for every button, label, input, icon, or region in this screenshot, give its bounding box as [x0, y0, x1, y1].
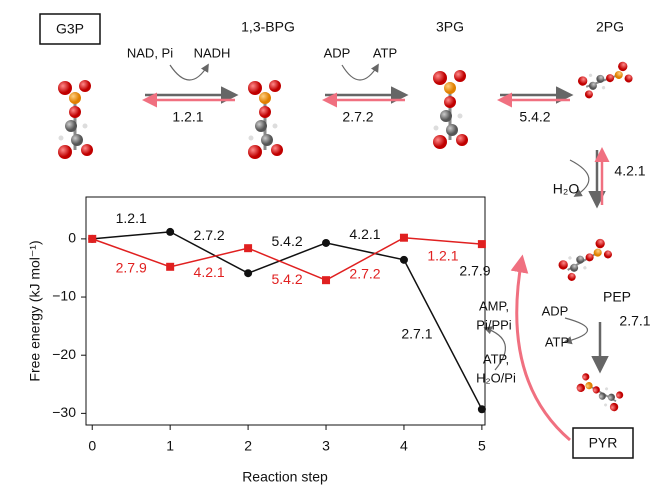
cofactor: ADP: [542, 303, 569, 318]
y-tick-label: 0: [68, 230, 76, 246]
segment-label: 2.7.9: [116, 260, 147, 276]
plot-frame: [85, 196, 486, 426]
x-axis-label: Reaction step: [242, 469, 328, 485]
metabolite: PEP: [603, 289, 631, 305]
x-tick-label: 5: [478, 438, 486, 454]
segment-label: 2.7.2: [349, 266, 380, 282]
marker: [166, 227, 175, 236]
marker: [322, 276, 331, 285]
cofactor: ADP: [324, 45, 351, 60]
cofactor: AMP,: [479, 298, 509, 313]
cofactor: ATP: [545, 334, 569, 349]
cofactor: NADH: [194, 45, 231, 60]
segment-label: 5.4.2: [271, 233, 302, 249]
marker: [88, 234, 97, 243]
segment-label: 5.4.2: [271, 271, 302, 287]
cofactor: Pi/PPi: [476, 317, 512, 332]
cofactor: H₂O/Pi: [476, 370, 516, 385]
y-tick-label: −20: [52, 346, 76, 362]
metabolite: 1,3-BPG: [241, 19, 295, 35]
cofactor: ATP,: [483, 351, 509, 366]
series-line: [92, 231, 483, 410]
metabolite: 2PG: [596, 19, 624, 35]
metabolite: PYR: [589, 435, 618, 451]
segment-label: 1.2.1: [427, 248, 458, 264]
cofactor: H₂O: [553, 181, 580, 197]
diagram: G3P 1,3-BPG 3PG 2PG PEP PYR NAD, Pi NADH…: [39, 13, 651, 459]
enzyme: 2.7.9: [459, 263, 490, 279]
y-axis-label: Free energy (kJ mol⁻¹): [27, 240, 43, 381]
metabolite: G3P: [56, 21, 84, 37]
molecule: [246, 78, 285, 161]
segment-label: 2.7.2: [194, 227, 225, 243]
segment-label: 4.2.1: [194, 264, 225, 280]
segment-label: 4.2.1: [349, 226, 380, 242]
x-tick-label: 2: [244, 438, 252, 454]
box: [572, 427, 634, 459]
x-tick-label: 0: [88, 438, 96, 454]
marker: [477, 405, 486, 414]
molecule: [431, 68, 470, 151]
arrows: [142, 63, 610, 442]
molecule: [555, 235, 616, 285]
series-line: [91, 236, 482, 282]
metabolite: 3PG: [436, 19, 464, 35]
chart: Reaction step Free energy (kJ mol⁻¹) 0 1 2…: [27, 196, 486, 485]
x-tick-label: 3: [322, 438, 330, 454]
cofactor: NAD, Pi: [127, 45, 173, 60]
enzyme: 2.7.1: [619, 313, 650, 329]
y-tick-label: −30: [52, 404, 76, 420]
x-tick-label: 1: [166, 438, 174, 454]
marker: [166, 262, 175, 271]
enzyme: 2.7.2: [342, 109, 373, 125]
marker: [244, 269, 253, 278]
marker: [399, 255, 408, 264]
molecule: [573, 369, 628, 414]
marker: [399, 233, 408, 242]
segment-label: 2.7.1: [401, 325, 432, 341]
enzyme: 5.4.2: [519, 109, 550, 125]
cofactor: ATP: [373, 45, 397, 60]
molecule: [56, 78, 95, 161]
marker: [244, 244, 253, 253]
marker: [477, 240, 486, 249]
box: [39, 13, 101, 45]
marker: [322, 238, 331, 247]
y-tick-label: −10: [52, 288, 76, 304]
enzyme: 1.2.1: [172, 109, 203, 125]
molecule: [575, 59, 636, 102]
segment-label: 1.2.1: [116, 210, 147, 226]
x-tick-label: 4: [400, 438, 408, 454]
enzyme: 4.2.1: [614, 163, 645, 179]
